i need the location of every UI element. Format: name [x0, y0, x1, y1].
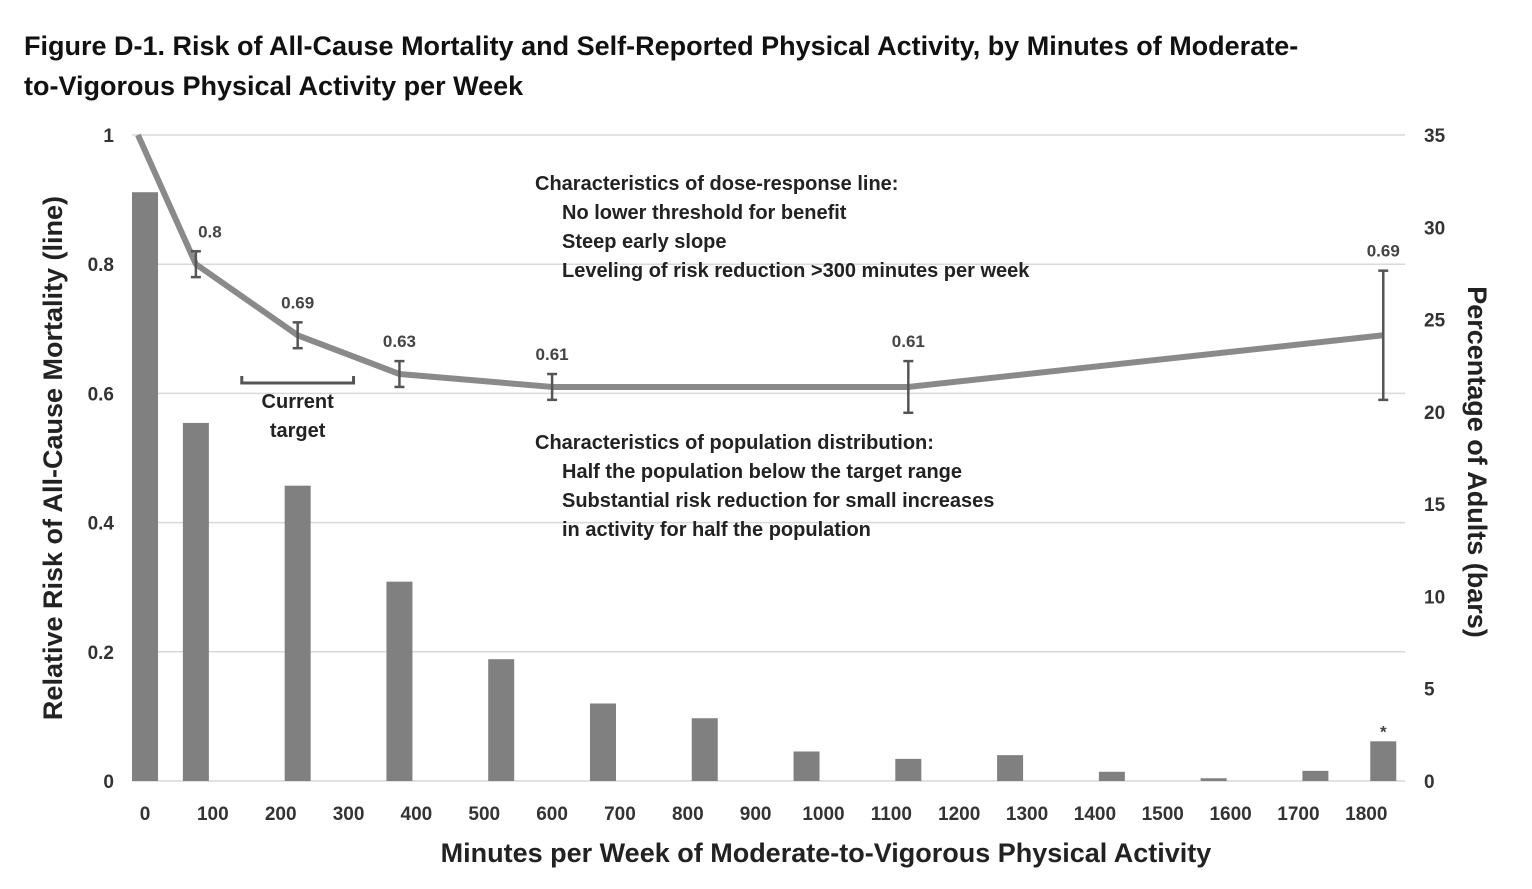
bar [793, 751, 820, 781]
population-annotation: Characteristics of population distributi… [535, 432, 994, 541]
population-item: in activity for half the population [562, 519, 871, 541]
population-item: Half the population below the target ran… [562, 461, 962, 483]
bar [895, 758, 922, 781]
bar [691, 718, 718, 781]
dose-response-heading: Characteristics of dose-response line: [535, 173, 898, 195]
right-tick-label: 15 [1424, 495, 1446, 516]
bar [132, 192, 158, 781]
left-tick-label: 1 [103, 126, 114, 147]
bar [1098, 771, 1125, 781]
x-tick-label: 300 [333, 804, 365, 825]
grid-lines [132, 134, 1405, 782]
right-tick-label: 30 [1424, 218, 1445, 239]
x-tick-label: 100 [197, 804, 229, 825]
title-line-2: to-Vigorous Physical Activity per Week [24, 71, 524, 101]
line-series: 0.8 0.69 0.63 0.61 0.61 0.69 [135, 133, 1400, 415]
bar-series: * [132, 192, 1397, 781]
line-data-label: 0.61 [892, 332, 925, 351]
x-axis-title: Minutes per Week of Moderate-to-Vigorous… [441, 838, 1212, 868]
left-tick-label: 0.2 [88, 643, 114, 664]
target-label-line-2: target [270, 420, 326, 442]
x-tick-label: 1100 [871, 804, 912, 825]
x-tick-label: 400 [401, 804, 433, 825]
x-tick-label: 1200 [938, 804, 980, 825]
line-data-label: 0.63 [383, 332, 416, 351]
x-tick-label: 500 [468, 804, 500, 825]
target-label-line-1: Current [262, 391, 335, 413]
x-axis-ticks: 0 100 200 300 400 500 600 700 800 900 1000 1100 1200… [140, 804, 1388, 825]
bar [1200, 778, 1227, 781]
y-axis-right-title: Percentage of Adults (bars) [1462, 286, 1492, 638]
x-tick-label: 0 [140, 804, 151, 825]
right-tick-label: 25 [1424, 311, 1446, 332]
target-bracket-shape [240, 376, 356, 385]
y-axis-left-title: Relative Risk of All-Cause Mortality (li… [38, 196, 68, 720]
population-heading: Characteristics of population distributi… [535, 432, 934, 454]
title-line-1: Figure D-1. Risk of All-Cause Mortality … [24, 31, 1299, 61]
dose-response-item: No lower threshold for benefit [562, 202, 847, 224]
dose-response-annotation: Characteristics of dose-response line: N… [535, 173, 1030, 282]
line-data-label: 0.69 [1367, 242, 1400, 261]
bar [1302, 770, 1329, 781]
bar [997, 755, 1024, 781]
right-axis-ticks: 0 5 10 15 20 25 30 35 [1424, 126, 1446, 793]
right-tick-label: 35 [1424, 126, 1446, 147]
bar [386, 581, 413, 781]
left-tick-label: 0.4 [88, 514, 115, 535]
line-data-label: 0.69 [281, 293, 314, 312]
left-tick-label: 0.8 [88, 255, 114, 276]
population-item: Substantial risk reduction for small inc… [562, 490, 994, 512]
x-tick-label: 1500 [1142, 804, 1184, 825]
x-tick-label: 1000 [802, 804, 844, 825]
x-tick-label: 900 [740, 804, 772, 825]
bar [1370, 741, 1397, 781]
line-data-label: 0.8 [198, 222, 222, 241]
dose-response-item: Leveling of risk reduction >300 minutes … [562, 260, 1030, 282]
x-tick-label: 200 [265, 804, 297, 825]
figure-title: Figure D-1. Risk of All-Cause Mortality … [24, 26, 1324, 106]
x-tick-label: 700 [604, 804, 636, 825]
bar [284, 485, 311, 781]
bar [589, 703, 616, 781]
dose-response-item: Steep early slope [562, 231, 727, 253]
bar [488, 659, 515, 781]
x-tick-label: 1800 [1345, 804, 1387, 825]
line-data-label: 0.61 [536, 345, 569, 364]
right-tick-label: 20 [1424, 403, 1445, 424]
x-tick-label: 800 [672, 804, 704, 825]
current-target-bracket: Current target [240, 376, 356, 442]
left-axis-ticks: 0 0.2 0.4 0.6 0.8 1 [88, 126, 115, 793]
right-tick-label: 5 [1424, 680, 1435, 701]
x-tick-label: 1400 [1074, 804, 1116, 825]
bar [182, 422, 209, 781]
x-tick-label: 600 [536, 804, 568, 825]
x-tick-label: 1700 [1277, 804, 1319, 825]
right-tick-label: 0 [1424, 772, 1435, 793]
left-tick-label: 0.6 [88, 384, 114, 405]
x-tick-label: 1300 [1006, 804, 1048, 825]
right-tick-label: 10 [1424, 587, 1445, 608]
left-tick-label: 0 [103, 772, 114, 793]
bar-annotation: * [1380, 722, 1387, 741]
x-tick-label: 1600 [1209, 804, 1251, 825]
